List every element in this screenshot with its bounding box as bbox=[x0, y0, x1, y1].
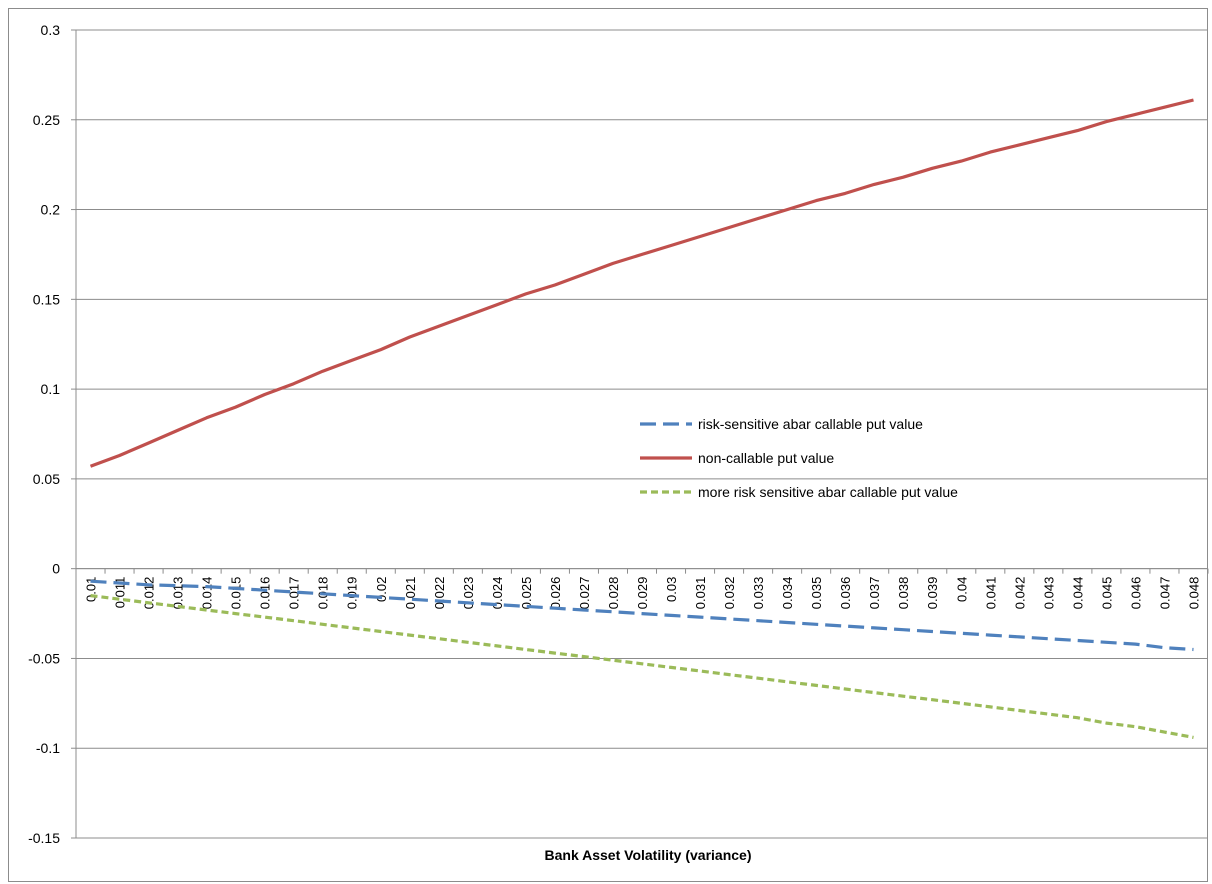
x-tick-label: 0.026 bbox=[548, 577, 563, 610]
x-tick-label: 0.035 bbox=[809, 577, 824, 610]
x-tick-label: 0.047 bbox=[1157, 577, 1172, 610]
x-tick-label: 0.024 bbox=[490, 577, 505, 610]
x-tick-label: 0.031 bbox=[693, 577, 708, 610]
x-tick-label: 0.029 bbox=[635, 577, 650, 610]
legend-label: more risk sensitive abar callable put va… bbox=[698, 484, 958, 500]
series-lines bbox=[76, 98, 1208, 739]
x-tick-label: 0.015 bbox=[229, 577, 244, 610]
series-line bbox=[90, 594, 1194, 739]
y-tick-label: 0 bbox=[52, 561, 60, 577]
x-tick-label: 0.042 bbox=[1012, 577, 1027, 610]
x-tick-label: 0.025 bbox=[519, 577, 534, 610]
x-tick-label: 0.046 bbox=[1128, 577, 1143, 610]
series-line bbox=[90, 579, 1194, 652]
x-tick-label: 0.043 bbox=[1041, 577, 1056, 610]
x-axis-ticks: 0.01 0.011 0.012 0.013 0.014 0.015 0.016 0.017 0… bbox=[84, 577, 1202, 610]
x-tick-label: 0.048 bbox=[1186, 577, 1201, 610]
x-tick-label: 0.036 bbox=[838, 577, 853, 610]
y-tick-label: 0.05 bbox=[33, 471, 60, 487]
y-axis-ticks: 0.3 0.25 0.2 0.15 0.1 0.05 0 -0.05 -0.1 -0.15 bbox=[28, 22, 60, 846]
x-tick-label: 0.034 bbox=[780, 577, 795, 610]
x-tick-label: 0.044 bbox=[1070, 577, 1085, 610]
x-tick-label: 0.014 bbox=[200, 577, 215, 610]
x-tick-label: 0.028 bbox=[606, 577, 621, 610]
y-tick-label: -0.1 bbox=[36, 740, 60, 756]
x-tick-label: 0.027 bbox=[577, 577, 592, 610]
x-tick-label: 0.017 bbox=[287, 577, 302, 610]
legend-label: risk-sensitive abar callable put value bbox=[698, 416, 923, 432]
y-tick-label: -0.15 bbox=[28, 830, 60, 846]
x-tick-label: 0.039 bbox=[925, 577, 940, 610]
y-tick-label: 0.1 bbox=[41, 381, 61, 397]
x-tick-label: 0.04 bbox=[954, 577, 969, 602]
y-tick-label: 0.2 bbox=[41, 202, 61, 218]
x-tick-label: 0.019 bbox=[345, 577, 360, 610]
x-axis-title: Bank Asset Volatility (variance) bbox=[545, 847, 752, 863]
x-tick-label: 0.041 bbox=[983, 577, 998, 610]
y-tick-label: -0.05 bbox=[28, 650, 60, 666]
legend-label: non-callable put value bbox=[698, 450, 834, 466]
x-tick-label: 0.032 bbox=[722, 577, 737, 610]
gridlines bbox=[71, 29, 1209, 839]
x-tick-label: 0.03 bbox=[664, 577, 679, 602]
chart-frame bbox=[8, 8, 1208, 882]
legend: risk-sensitive abar callable put value no… bbox=[640, 416, 958, 500]
x-tick-label: 0.045 bbox=[1099, 577, 1114, 610]
y-tick-label: 0.15 bbox=[33, 291, 60, 307]
x-tick-label: 0.016 bbox=[258, 577, 273, 610]
y-tick-label: 0.25 bbox=[33, 112, 60, 128]
x-tick-label: 0.021 bbox=[403, 577, 418, 610]
x-tick-label: 0.038 bbox=[896, 577, 911, 610]
y-tick-label: 0.3 bbox=[41, 22, 61, 38]
x-tick-label: 0.022 bbox=[432, 577, 447, 610]
x-tick-label: 0.037 bbox=[867, 577, 882, 610]
series-line bbox=[89, 98, 1194, 468]
x-tick-label: 0.033 bbox=[751, 577, 766, 610]
